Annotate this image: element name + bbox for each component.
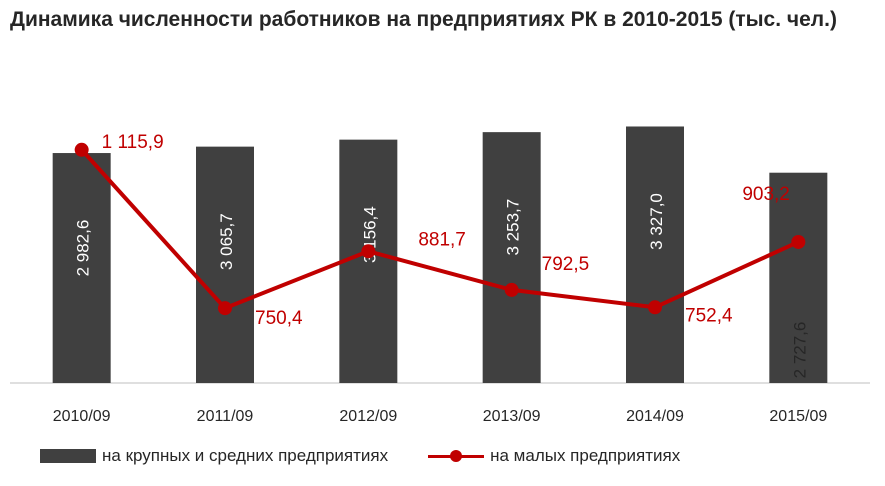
bar-2010/09	[52, 153, 111, 383]
legend-bar-swatch	[40, 449, 96, 463]
line-point	[791, 234, 806, 249]
line-point	[218, 301, 232, 316]
x-tick-label: 2011/09	[197, 408, 254, 425]
bar-2011/09	[196, 146, 254, 383]
legend-item-large-enterprises: на крупных и средних предприятиях	[40, 446, 388, 466]
x-tick-label: 2014/09	[626, 408, 684, 425]
bar-value-label: 3 253,7	[504, 199, 523, 256]
chart-title: Динамика численности работников на предп…	[10, 8, 837, 31]
line-point	[74, 142, 89, 157]
legend-label-small-enterprises: на малых предприятиях	[490, 446, 681, 465]
bar-value-label: 3 327,0	[647, 193, 666, 250]
line-value-label: 792,5	[542, 254, 590, 275]
legend-line-marker	[428, 449, 485, 463]
line-point	[504, 282, 519, 297]
line-point	[361, 244, 376, 259]
bar-value-label: 2 982,6	[74, 220, 93, 277]
bar-2012/09	[339, 139, 398, 383]
bar-value-label: 3 065,7	[217, 213, 236, 270]
bar-value-label: 2 727,6	[790, 322, 809, 379]
line-value-label: 750,4	[255, 308, 303, 329]
x-tick-label: 2013/09	[483, 408, 541, 425]
line-value-label: 752,4	[685, 305, 733, 326]
line-value-label: 881,7	[418, 229, 466, 250]
x-tick-label: 2010/09	[53, 408, 111, 425]
legend-label-large-enterprises: на крупных и средних предприятиях	[102, 446, 389, 465]
line-small-enterprises	[80, 148, 800, 311]
x-tick-label: 2012/09	[339, 408, 397, 425]
line-value-label: 1 115,9	[102, 132, 164, 153]
bar-2015/09	[769, 172, 828, 383]
line-point	[648, 300, 662, 315]
bar-2014/09	[626, 126, 684, 384]
line-value-label: 903,2	[742, 184, 790, 205]
chart-legend: на крупных и средних предприятиях на мал…	[40, 446, 720, 466]
legend-item-small-enterprises: на малых предприятиях	[428, 446, 680, 466]
bar-2013/09	[482, 132, 541, 383]
x-tick-label: 2015/09	[769, 408, 827, 425]
